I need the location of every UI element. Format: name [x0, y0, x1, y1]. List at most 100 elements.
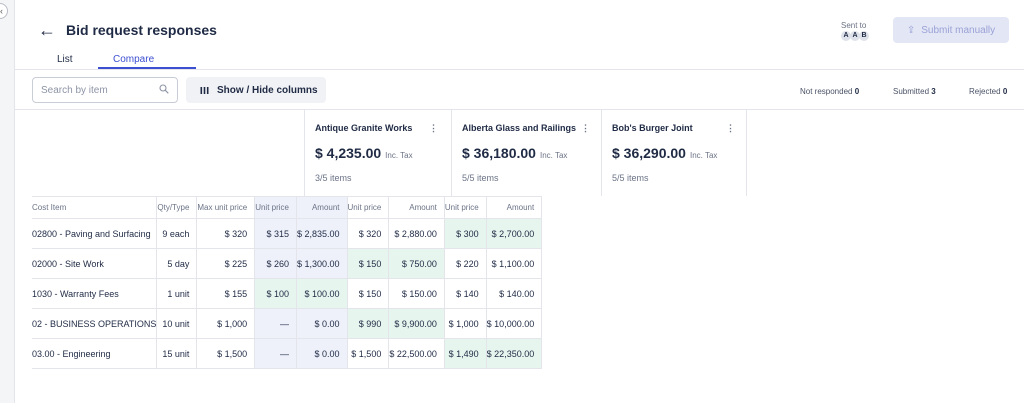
- vendor-items-count: 3/5 items: [315, 173, 352, 183]
- stat-rejected: Rejected 0: [969, 87, 1008, 96]
- qty-type-cell: 5 day: [156, 248, 198, 279]
- show-hide-columns-label: Show / Hide columns: [217, 84, 318, 96]
- search-input[interactable]: [41, 79, 159, 101]
- more-options-icon[interactable]: ⋮: [581, 123, 590, 133]
- bid-unit-price-cell: $ 100: [254, 278, 297, 309]
- active-tab-indicator: [98, 67, 196, 69]
- vendor-total: $ 36,290.00 Inc. Tax: [612, 145, 718, 161]
- tab-compare[interactable]: Compare: [113, 54, 155, 65]
- vendor-items-count: 5/5 items: [612, 173, 649, 183]
- bid-amount-cell: $ 1,300.00: [295, 248, 348, 279]
- bid-amount-cell: $ 10,000.00: [485, 308, 543, 339]
- col-unit-price[interactable]: Unit price: [443, 196, 487, 219]
- show-hide-columns-button[interactable]: Show / Hide columns: [186, 77, 326, 103]
- bid-amount-cell: $ 100.00: [295, 278, 348, 309]
- back-arrow-icon[interactable]: ←: [38, 20, 56, 40]
- columns-icon: [200, 86, 209, 94]
- vendor-name: Bob's Burger Joint: [612, 123, 693, 133]
- stat-submitted: Submitted 3: [893, 87, 936, 96]
- avatar: A: [850, 31, 860, 41]
- vendor-name: Antique Granite Works: [315, 123, 413, 133]
- bid-unit-price-cell: $ 220: [443, 248, 487, 279]
- bid-unit-price-cell: $ 1,490: [443, 338, 487, 369]
- sent-to-label: Sent to: [841, 21, 867, 30]
- bid-comparison-table: Cost Item Qty/Type Max unit price Unit p…: [32, 196, 543, 369]
- bid-amount-cell: $ 2,880.00: [388, 218, 445, 249]
- max-unit-price-cell: $ 320: [196, 218, 256, 249]
- bid-unit-price-cell: $ 150: [346, 248, 390, 279]
- col-amount[interactable]: Amount: [485, 196, 543, 219]
- avatar: B: [859, 31, 869, 41]
- cost-item-cell: 1030 - Warranty Fees: [32, 278, 158, 309]
- vendor-total: $ 4,235.00 Inc. Tax: [315, 145, 413, 161]
- bid-unit-price-cell: $ 150: [346, 278, 390, 309]
- max-unit-price-cell: $ 1,000: [196, 308, 256, 339]
- submit-manually-button[interactable]: ⇪ Submit manually: [893, 17, 1009, 43]
- bid-amount-cell: $ 0.00: [295, 338, 348, 369]
- col-unit-price[interactable]: Unit price: [254, 196, 297, 219]
- table-row[interactable]: 02800 - Paving and Surfacing 9 each $ 320 $…: [32, 218, 543, 249]
- vendor-header: Bob's Burger Joint ⋮ $ 36,290.00 Inc. Tax…: [601, 110, 747, 196]
- col-qty-type[interactable]: Qty/Type: [156, 196, 198, 219]
- submit-manually-label: Submit manually: [921, 24, 996, 36]
- cost-item-cell: 02 - BUSINESS OPERATIONS: [32, 308, 158, 339]
- stat-not-responded: Not responded 0: [800, 87, 860, 96]
- bid-unit-price-cell: $ 315: [254, 218, 297, 249]
- more-options-icon[interactable]: ⋮: [429, 123, 438, 133]
- col-amount[interactable]: Amount: [388, 196, 445, 219]
- vendor-name: Alberta Glass and Railings: [462, 123, 577, 133]
- table-row[interactable]: 02 - BUSINESS OPERATIONS 10 unit $ 1,000— $…: [32, 308, 543, 339]
- bid-amount-cell: $ 22,500.00: [388, 338, 445, 369]
- avatar: A: [841, 31, 851, 41]
- bid-amount-cell: $ 140.00: [485, 278, 543, 309]
- search-icon: [159, 84, 169, 94]
- bid-unit-price-cell: —: [254, 338, 297, 369]
- col-amount[interactable]: Amount: [295, 196, 348, 219]
- qty-type-cell: 10 unit: [156, 308, 198, 339]
- vendor-header: Antique Granite Works ⋮ $ 4,235.00 Inc. T…: [304, 110, 451, 196]
- page-title: Bid request responses: [66, 22, 217, 38]
- qty-type-cell: 15 unit: [156, 338, 198, 369]
- bid-unit-price-cell: $ 260: [254, 248, 297, 279]
- max-unit-price-cell: $ 155: [196, 278, 256, 309]
- vendor-items-count: 5/5 items: [462, 173, 499, 183]
- bid-unit-price-cell: $ 300: [443, 218, 487, 249]
- collapse-panel-button[interactable]: ‹: [0, 3, 8, 19]
- bid-unit-price-cell: $ 1,000: [443, 308, 487, 339]
- more-options-icon[interactable]: ⋮: [726, 123, 735, 133]
- bid-amount-cell: $ 0.00: [295, 308, 348, 339]
- max-unit-price-cell: $ 1,500: [196, 338, 256, 369]
- bid-amount-cell: $ 1,100.00: [485, 248, 543, 279]
- bid-unit-price-cell: —: [254, 308, 297, 339]
- bid-unit-price-cell: $ 990: [346, 308, 390, 339]
- bid-unit-price-cell: $ 1,500: [346, 338, 390, 369]
- max-unit-price-cell: $ 225: [196, 248, 256, 279]
- qty-type-cell: 9 each: [156, 218, 198, 249]
- search-box[interactable]: [32, 77, 178, 103]
- bid-amount-cell: $ 150.00: [388, 278, 445, 309]
- bid-amount-cell: $ 9,900.00: [388, 308, 445, 339]
- vendor-header: Alberta Glass and Railings ⋮ $ 36,180.00…: [451, 110, 601, 196]
- bid-amount-cell: $ 2,700.00: [485, 218, 543, 249]
- cost-item-cell: 03.00 - Engineering: [32, 338, 158, 369]
- col-cost-item[interactable]: Cost Item: [32, 196, 158, 219]
- col-max-unit-price[interactable]: Max unit price: [196, 196, 256, 219]
- bid-amount-cell: $ 750.00: [388, 248, 445, 279]
- bid-amount-cell: $ 22,350.00: [485, 338, 543, 369]
- qty-type-cell: 1 unit: [156, 278, 198, 309]
- sent-to-avatars: A A B: [841, 31, 869, 41]
- upload-icon: ⇪: [906, 24, 916, 36]
- table-row[interactable]: 1030 - Warranty Fees 1 unit $ 155 $ 100 $ 10…: [32, 278, 543, 309]
- main-panel: ← Bid request responses List Compare Sen…: [14, 0, 1024, 403]
- bid-amount-cell: $ 2,835.00: [295, 218, 348, 249]
- col-unit-price[interactable]: Unit price: [346, 196, 390, 219]
- table-row[interactable]: 03.00 - Engineering 15 unit $ 1,500— $ 0.00…: [32, 338, 543, 369]
- bid-unit-price-cell: $ 140: [443, 278, 487, 309]
- cost-item-cell: 02000 - Site Work: [32, 248, 158, 279]
- bid-unit-price-cell: $ 320: [346, 218, 390, 249]
- toolbar: Show / Hide columns: [15, 70, 1024, 110]
- table-header-row: Cost Item Qty/Type Max unit price Unit p…: [32, 196, 543, 219]
- page-header: ← Bid request responses List Compare Sen…: [15, 0, 1024, 70]
- table-row[interactable]: 02000 - Site Work 5 day $ 225 $ 260 $ 1,300.…: [32, 248, 543, 279]
- tab-list[interactable]: List: [57, 54, 73, 65]
